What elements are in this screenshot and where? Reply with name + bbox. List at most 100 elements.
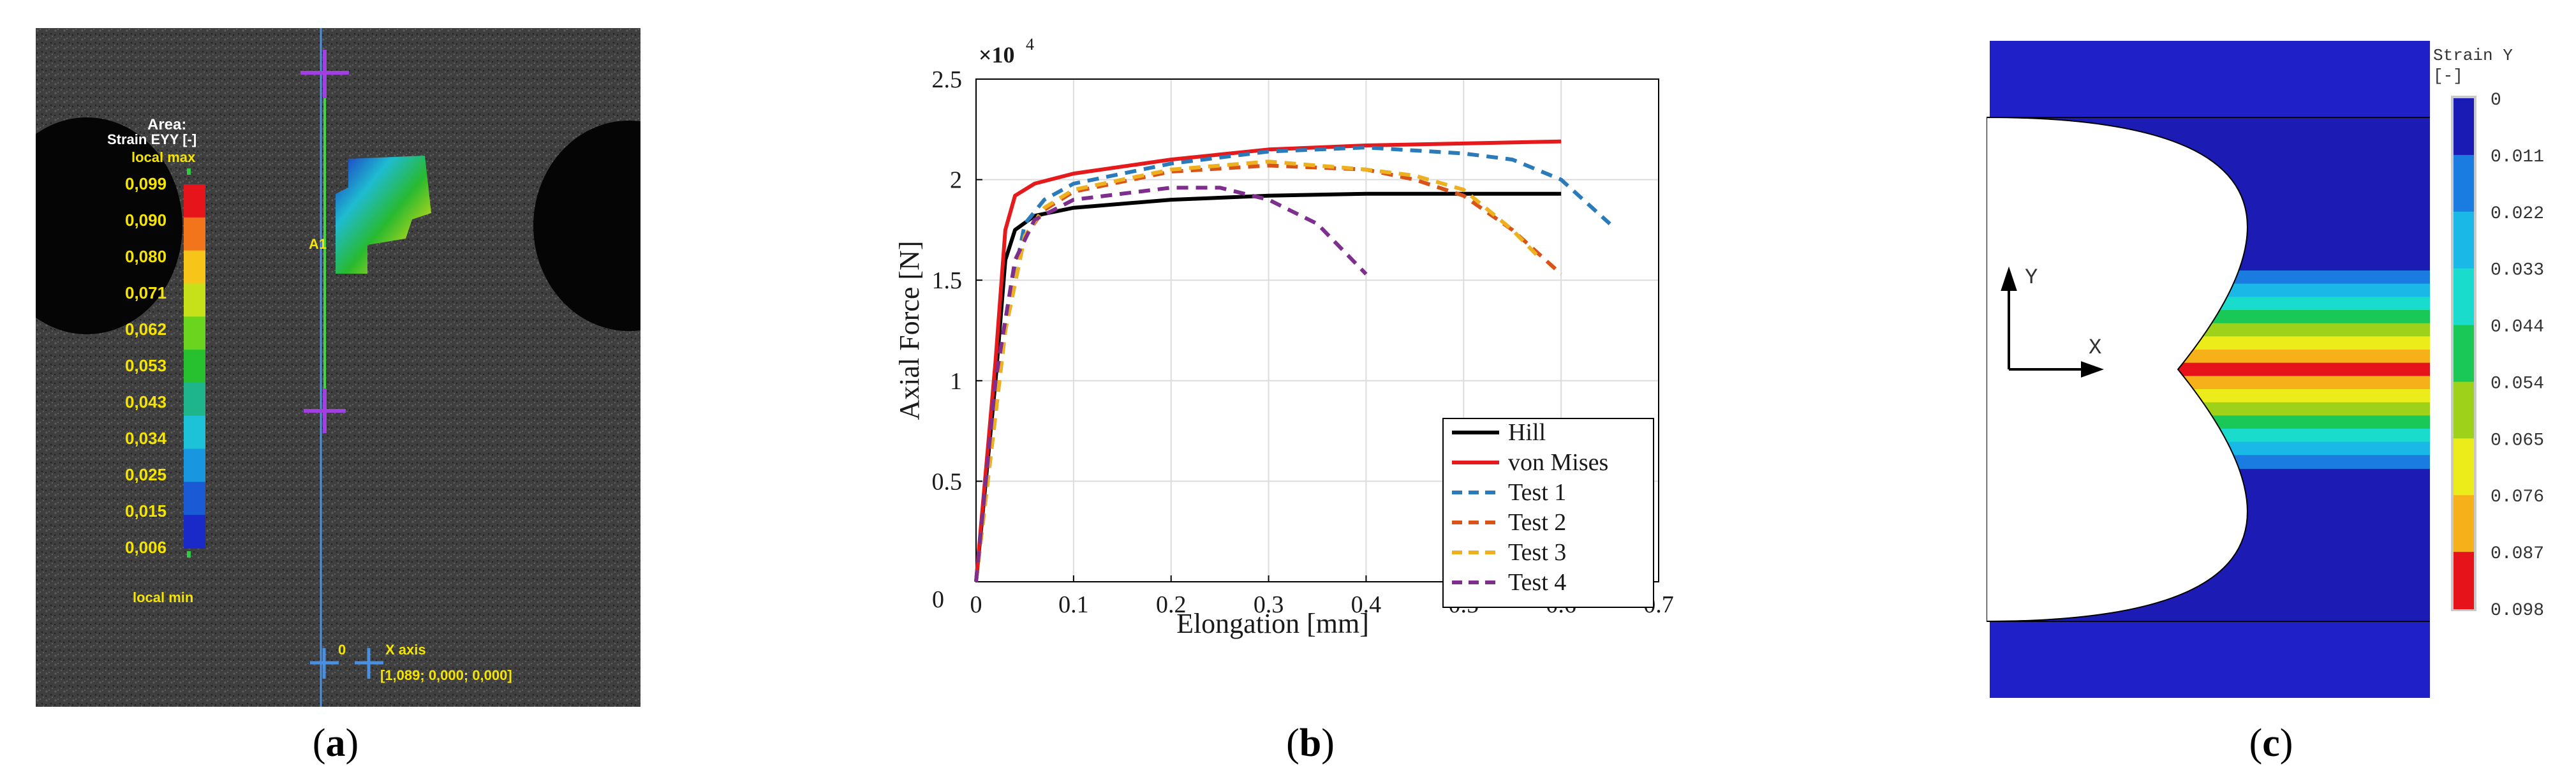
scale-tick-label: 0,015 <box>125 501 167 521</box>
chart-svg: 00.10.20.30.40.50.60.70.511.522.50×104El… <box>894 35 1674 639</box>
legend-label: Test 4 <box>1508 569 1566 596</box>
series-line-von-mises <box>974 139 1562 582</box>
scale-segment <box>184 350 205 383</box>
area-marker-a1: A1 <box>309 236 327 252</box>
local-max-label: local max <box>131 149 196 165</box>
origin-cross[interactable] <box>310 648 383 679</box>
x-tick-label: 0.1 <box>1058 591 1089 618</box>
caption-c: (c) <box>2249 721 2293 765</box>
scale-segment <box>184 283 205 318</box>
y-tick-label: 1.5 <box>932 267 963 294</box>
force-elongation-chart: 00.10.20.30.40.50.60.70.511.522.50×104El… <box>889 28 1757 707</box>
scale-tick-label: 0,090 <box>125 211 167 230</box>
dic-specimen-image <box>36 28 640 707</box>
plot-frame <box>975 78 1659 582</box>
caption-b: (b) <box>1286 721 1335 765</box>
legend: Hill von Mises Test 1 Test 2 Test 3 Test 4 <box>1442 418 1654 608</box>
scale-segment <box>184 217 205 251</box>
fem-scale-tick: 0.044 <box>2491 318 2544 337</box>
scale-segment <box>184 382 205 417</box>
strain-color-scale <box>184 184 205 549</box>
strain-band <box>2146 323 2430 337</box>
strain-band <box>2146 402 2430 417</box>
scale-segment <box>184 250 205 285</box>
y-tick-label: 2 <box>950 167 962 194</box>
legend-label: Test 2 <box>1508 509 1566 536</box>
x-axis-label: X axis <box>385 642 426 658</box>
scale-segment <box>184 448 205 483</box>
strain-band <box>2146 350 2430 364</box>
scale-tick-label: 0,043 <box>125 392 167 411</box>
strain-band <box>2146 336 2430 350</box>
y-tick-label: 1 <box>950 368 962 395</box>
legend-label: von Mises <box>1508 449 1608 476</box>
fem-scale-segment <box>2454 211 2474 269</box>
coordinate-triad <box>2001 266 2104 378</box>
scale-tick-label: 0,071 <box>125 283 167 302</box>
fem-scale-segment <box>2454 268 2474 326</box>
legend-label: Test 3 <box>1508 539 1566 566</box>
caption-a: (a) <box>312 721 359 765</box>
right-notch <box>533 121 640 331</box>
area-title: Area: <box>147 116 187 133</box>
fem-scale-tick: 0.011 <box>2491 147 2544 167</box>
series-line-hill <box>974 191 1562 582</box>
area-subtitle: Strain EYY [-] <box>107 131 197 147</box>
fem-strain-contour: Y X Strain Y [-] 0 0.011 0.022 0.033 0.044 0.… <box>1986 28 2561 707</box>
fem-scale-segment <box>2454 154 2474 212</box>
series-line-test-4 <box>974 186 1368 582</box>
x-tick-label: 0.3 <box>1254 591 1284 618</box>
local-min-label: local min <box>133 589 194 605</box>
fem-scale-tick: 0.076 <box>2491 487 2544 507</box>
x-tick-label: 0.2 <box>1156 591 1187 618</box>
fem-svg: Y X Strain Y [-] 0 0.011 0.022 0.033 0.044 0.… <box>1986 41 2544 698</box>
fem-scale-tick: 0.065 <box>2491 431 2544 450</box>
scale-tick-label: 0,006 <box>125 538 167 557</box>
series-line-test-1 <box>974 145 1611 582</box>
y-tick-label: 0.5 <box>932 468 963 495</box>
left-notch <box>36 117 182 334</box>
x-tick-label: 0 <box>970 591 982 618</box>
strain-band <box>2146 362 2430 377</box>
scale-segment <box>184 316 205 351</box>
x-axis-label: Elongation [mm] <box>1176 608 1369 639</box>
top-marker-cross[interactable] <box>300 50 349 98</box>
bottom-marker-cross[interactable] <box>304 388 346 433</box>
strain-band <box>2146 376 2430 390</box>
scale-tick-label: 0,034 <box>125 429 167 448</box>
y-axis-label: Axial Force [N] <box>894 240 925 420</box>
series-line-test-3 <box>974 159 1543 582</box>
origin-label: 0 <box>338 642 346 658</box>
scale-tick-label: 0,099 <box>125 174 167 193</box>
legend-label: Test 1 <box>1508 479 1566 506</box>
axis-x-label: X <box>2089 336 2101 360</box>
scale-tick-label: 0,080 <box>125 247 167 266</box>
fem-scale-segment <box>2454 438 2474 496</box>
scale-segment <box>184 482 205 516</box>
fem-scale-segment <box>2454 552 2474 609</box>
dic-strain-image: Area: Strain EYY [-] local max local min… <box>36 28 640 707</box>
fem-scale-tick: 0.087 <box>2491 544 2544 564</box>
legend-label: Hill <box>1508 419 1546 446</box>
fem-scale-tick: 0.022 <box>2491 204 2544 224</box>
fem-scale-title: Strain Y <box>2433 46 2513 65</box>
y-tick-label: 2.5 <box>932 66 963 93</box>
y-multiplier: ×10 <box>979 42 1015 68</box>
axis-y-label: Y <box>2025 266 2038 290</box>
scale-segment <box>184 184 205 218</box>
coordinate-readout: [1,089; 0,000; 0,000] <box>380 667 512 683</box>
scale-tick-label: 0,062 <box>125 320 167 339</box>
fem-scale-tick: 0.098 <box>2491 601 2544 621</box>
y-multiplier-exponent: 4 <box>1026 35 1034 54</box>
fem-scale-segment <box>2454 325 2474 383</box>
scale-segment <box>184 515 205 549</box>
x-tick-label: 0.4 <box>1351 591 1382 618</box>
strain-area-overlay <box>336 156 431 274</box>
y-zero-label: 0 <box>932 586 944 613</box>
fem-scale-segment <box>2454 495 2474 553</box>
fem-scale-unit: [-] <box>2433 66 2463 85</box>
fem-scale-tick: 0 <box>2491 91 2501 110</box>
scale-tick-label: 0,025 <box>125 465 167 484</box>
fem-scale-tick: 0.033 <box>2491 261 2544 281</box>
fem-scale-segment <box>2454 98 2474 156</box>
